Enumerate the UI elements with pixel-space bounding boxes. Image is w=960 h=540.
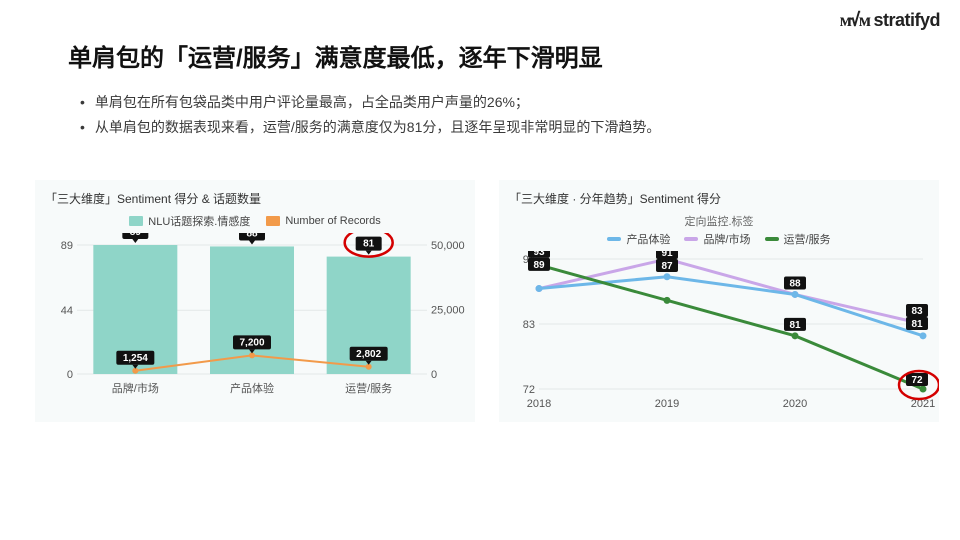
svg-text:89: 89 (61, 240, 73, 252)
svg-text:93: 93 (533, 251, 545, 258)
svg-text:运营/服务: 运营/服务 (345, 381, 392, 395)
left-chart-legend: NLU话题探索.情感度 Number of Records (45, 213, 465, 229)
legend-item-bar: NLU话题探索.情感度 (129, 213, 250, 229)
svg-text:0: 0 (431, 369, 437, 381)
svg-text:产品体验: 产品体验 (230, 381, 274, 395)
right-chart: 「三大维度 · 分年趋势」Sentiment 得分 定向监控.标签 产品体验 品… (499, 180, 939, 422)
legend-item-brand: 品牌/市场 (684, 231, 750, 247)
legend-label: 品牌/市场 (703, 231, 750, 247)
left-chart: 「三大维度」Sentiment 得分 & 话题数量 NLU话题探索.情感度 Nu… (35, 180, 475, 422)
right-chart-legend: 定向监控.标签 产品体验 品牌/市场 运营/服务 (509, 213, 929, 247)
legend-item-ops: 运营/服务 (765, 231, 831, 247)
slide: ᴍ√ᴍ stratifyd 单肩包的「运营/服务」满意度最低，逐年下滑明显 单肩… (0, 0, 960, 540)
svg-text:81: 81 (911, 319, 923, 330)
svg-text:2018: 2018 (527, 398, 551, 410)
svg-text:2,802: 2,802 (356, 349, 381, 360)
bullet-list: 单肩包在所有包袋品类中用户评论量最高，占全品类用户声量的26%； 从单肩包的数据… (80, 90, 660, 140)
legend-label: 产品体验 (626, 231, 670, 247)
legend-title: 定向监控.标签 (684, 213, 753, 229)
logo-wave-icon: ᴍ√ᴍ (840, 10, 869, 31)
svg-text:89: 89 (130, 233, 142, 238)
left-chart-svg: 0 44 89 0 25,000 50,000 89 品牌/市场 88 产品体验 81 运营/服务 1,… (45, 233, 475, 398)
svg-text:88: 88 (246, 233, 258, 239)
page-title: 单肩包的「运营/服务」满意度最低，逐年下滑明显 (68, 38, 603, 73)
right-chart-title: 「三大维度 · 分年趋势」Sentiment 得分 (509, 190, 929, 207)
brand-swatch-icon (684, 237, 698, 241)
svg-text:89: 89 (533, 260, 545, 271)
bullet-item: 单肩包在所有包袋品类中用户评论量最高，占全品类用户声量的26%； (80, 90, 660, 115)
bar-swatch-icon (129, 216, 143, 226)
svg-text:1,254: 1,254 (123, 353, 148, 364)
svg-text:44: 44 (61, 305, 73, 317)
legend-item-line: Number of Records (266, 213, 380, 229)
svg-text:88: 88 (789, 278, 801, 289)
svg-text:0: 0 (67, 369, 73, 381)
svg-text:品牌/市场: 品牌/市场 (112, 381, 159, 395)
left-chart-title: 「三大维度」Sentiment 得分 & 话题数量 (45, 190, 465, 207)
brand-logo: ᴍ√ᴍ stratifyd (840, 10, 940, 31)
svg-text:81: 81 (363, 239, 375, 250)
svg-text:72: 72 (911, 375, 923, 386)
svg-text:87: 87 (661, 261, 673, 272)
logo-text: stratifyd (873, 10, 940, 30)
ops-swatch-icon (765, 237, 779, 241)
svg-text:91: 91 (661, 251, 673, 259)
charts-row: 「三大维度」Sentiment 得分 & 话题数量 NLU话题探索.情感度 Nu… (35, 180, 930, 422)
svg-text:50,000: 50,000 (431, 240, 465, 252)
svg-text:81: 81 (789, 320, 801, 331)
svg-text:25,000: 25,000 (431, 305, 465, 317)
line-swatch-icon (266, 216, 280, 226)
svg-text:2019: 2019 (655, 398, 679, 410)
svg-text:83: 83 (523, 319, 535, 331)
legend-bar-label: NLU话题探索.情感度 (148, 213, 250, 229)
legend-item-product: 产品体验 (607, 231, 670, 247)
svg-text:83: 83 (911, 306, 923, 317)
svg-text:72: 72 (523, 384, 535, 396)
svg-text:7,200: 7,200 (239, 337, 264, 348)
legend-label: 运营/服务 (784, 231, 831, 247)
svg-text:2020: 2020 (783, 398, 807, 410)
product-swatch-icon (607, 237, 621, 241)
right-chart-svg: 7283942018201920202021938994918788818381… (509, 251, 939, 411)
legend-line-label: Number of Records (285, 215, 380, 227)
bullet-item: 从单肩包的数据表现来看，运营/服务的满意度仅为81分，且逐年呈现非常明显的下滑趋… (80, 115, 660, 140)
